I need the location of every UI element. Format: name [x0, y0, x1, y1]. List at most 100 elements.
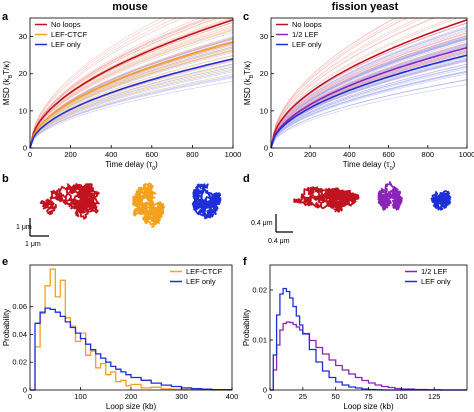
- trajectory-line: [29, 32, 234, 149]
- trajectory-line: [29, 63, 234, 149]
- polymer-snapshots-yeast: [293, 181, 452, 213]
- legend-entry: No loops: [292, 20, 322, 29]
- trajectory-line: [270, 68, 468, 149]
- trajectory-line: [270, 79, 468, 149]
- scalebar-b: 1 μm 1 μm: [16, 218, 49, 248]
- x-tick-label: 300: [175, 392, 188, 401]
- polymer-half-lef-yeast: [377, 181, 403, 211]
- trajectory-line: [29, 38, 234, 149]
- x-axis-label: Time delay (τ0): [105, 160, 158, 172]
- panel-label-b: b: [2, 173, 9, 185]
- trajectory-line: [270, 52, 468, 149]
- chart-f-yeast-loop-size: 0 25 50 75 100 125 0 0.01 0.02 Loop size (kb) Prob…: [242, 264, 468, 411]
- polymer-lef-only-mouse: [191, 183, 222, 220]
- x-axis-label: Loop size (kb): [343, 402, 394, 411]
- polymer-chain: [39, 183, 100, 220]
- x-tick-label: 600: [382, 150, 395, 159]
- x-axis-label-main: Time delay (τ: [105, 160, 153, 169]
- trajectory-line: [29, 17, 233, 149]
- x-tick-label: 200: [64, 150, 77, 159]
- y-tick-label: 10: [19, 106, 27, 115]
- trajectory-line: [29, 69, 234, 149]
- y-tick-label: 0.04: [12, 330, 27, 339]
- x-axis-label-end: ): [393, 160, 396, 169]
- polymer-chain: [132, 182, 165, 229]
- trajectory-line: [29, 17, 233, 149]
- scalebar-d: 0.4 μm 0.4 μm: [251, 214, 293, 245]
- x-axis-label: Loop size (kb): [106, 402, 157, 411]
- y-tick-label: 0.01: [252, 336, 267, 345]
- polymer-lef-only-yeast: [430, 190, 452, 211]
- y-tick-label: 30: [260, 32, 268, 41]
- x-tick-label: 50: [331, 392, 339, 401]
- y-tick-label: 0: [263, 386, 267, 395]
- x-tick-label: 125: [428, 392, 441, 401]
- trajectory-line: [29, 52, 234, 149]
- trajectory-line: [29, 37, 234, 149]
- x-tick-label: 0: [28, 150, 32, 159]
- trajectory-line: [270, 61, 468, 149]
- polymer-snapshots-mouse: [39, 182, 222, 229]
- x-tick-label: 400: [226, 392, 239, 401]
- scalebar-b-vertical-label: 1 μm: [16, 224, 32, 231]
- x-tick-label: 0: [269, 150, 273, 159]
- panel-label-c: c: [243, 11, 249, 23]
- x-tick-label: 600: [146, 150, 159, 159]
- trajectory-line: [29, 64, 234, 149]
- histogram-1-2-lef: [270, 321, 467, 391]
- legend-entry: LEF-CTCF: [186, 267, 223, 276]
- y-tick-label: 30: [19, 32, 27, 41]
- y-axis-label: Probability: [242, 309, 251, 346]
- panel-label-f: f: [243, 256, 247, 268]
- x-axis-label-sub: 0: [390, 166, 393, 172]
- histogram-lef-only: [270, 287, 467, 391]
- legend-entry: 1/2 LEF: [421, 267, 448, 276]
- histogram-lef-ctcf: [30, 268, 232, 391]
- trajectory-line: [270, 49, 468, 149]
- y-tick-label: 0.06: [12, 302, 27, 311]
- trajectory-line: [270, 35, 468, 149]
- panel-label-d: d: [243, 173, 250, 185]
- trajectory-line: [270, 64, 468, 149]
- trajectory-line: [29, 17, 233, 149]
- trajectory-line: [270, 28, 468, 149]
- plot-frame: [29, 17, 234, 149]
- x-tick-label: 800: [186, 150, 199, 159]
- x-axis-label-sub: 0: [152, 166, 155, 172]
- x-axis-label-end: ): [155, 160, 158, 169]
- y-tick-label: 0: [23, 144, 27, 153]
- plot-frame: [270, 17, 468, 149]
- x-tick-label: 200: [304, 150, 317, 159]
- trajectory-line: [270, 58, 468, 149]
- chart-c-trajectory-bundle: [270, 17, 468, 149]
- polymer-no-loops-mouse: [39, 183, 100, 220]
- y-axis-label-sub: B: [249, 74, 255, 78]
- y-tick-label: 0: [264, 144, 268, 153]
- trajectory-line: [270, 27, 468, 149]
- trajectory-line: [29, 40, 234, 149]
- trajectory-line: [270, 84, 468, 149]
- series-line-lef-ctcf: [29, 41, 234, 149]
- trajectory-line: [29, 17, 234, 149]
- trajectory-line: [29, 77, 234, 149]
- trajectory-line: [270, 32, 468, 149]
- x-tick-label: 0: [268, 392, 272, 401]
- series-line-no-loops: [270, 19, 468, 149]
- trajectory-line: [29, 24, 234, 149]
- legend-entry: LEF only: [292, 40, 322, 49]
- trajectory-line: [270, 59, 468, 149]
- trajectory-line: [29, 47, 234, 149]
- trajectory-line: [29, 27, 234, 149]
- trajectory-line: [29, 50, 234, 149]
- title-fission-yeast: fission yeast: [332, 1, 399, 13]
- trajectory-line: [270, 57, 468, 149]
- x-tick-label: 0: [28, 392, 32, 401]
- trajectory-line: [270, 30, 468, 149]
- y-tick-label: 0.02: [12, 358, 27, 367]
- x-tick-label: 800: [422, 150, 435, 159]
- trajectory-line: [29, 29, 234, 149]
